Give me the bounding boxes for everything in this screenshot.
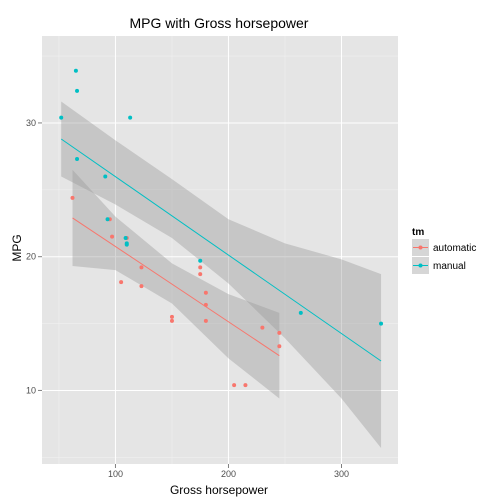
data-point-automatic <box>277 330 282 335</box>
legend-key-point-manual <box>418 263 423 268</box>
y-axis: 10 20 30 <box>26 118 42 395</box>
data-point-automatic <box>139 284 144 289</box>
data-point-manual <box>123 235 128 240</box>
data-point-automatic <box>169 314 174 319</box>
fit-line-manual <box>60 138 382 362</box>
panel-background <box>42 36 398 464</box>
x-axis-label: Gross horsepower <box>170 483 268 497</box>
legend-key-point-automatic <box>418 245 423 250</box>
legend: tm automatic manual <box>412 227 476 274</box>
data-point-automatic <box>232 383 237 388</box>
data-point-automatic <box>70 195 75 200</box>
data-point-automatic <box>198 272 203 277</box>
data-point-manual <box>124 242 129 247</box>
data-point-manual <box>298 310 303 315</box>
data-point-automatic <box>203 290 208 295</box>
x-tick-label: 200 <box>221 469 236 479</box>
data-point-automatic <box>198 265 203 270</box>
data-point-automatic <box>119 280 124 285</box>
data-point-manual <box>73 68 78 73</box>
fit-line-automatic <box>72 217 280 357</box>
x-tick-label: 100 <box>108 469 123 479</box>
data-point-manual <box>59 115 64 120</box>
y-tick-label: 30 <box>26 118 36 128</box>
data-point-manual <box>128 115 133 120</box>
data-point-manual <box>379 321 384 326</box>
data-point-automatic <box>139 265 144 270</box>
x-tick-label: 300 <box>334 469 349 479</box>
data-point-manual <box>75 157 80 162</box>
y-axis-label: MPG <box>10 234 24 261</box>
data-point-manual <box>75 88 80 93</box>
data-point-automatic <box>203 302 208 307</box>
data-point-automatic <box>260 325 265 330</box>
x-axis: 100 200 300 <box>108 464 349 479</box>
data-point-automatic <box>277 344 282 349</box>
chart-title: MPG with Gross horsepower <box>130 15 309 31</box>
confidence-band-manual <box>61 101 382 448</box>
legend-label-manual: manual <box>433 261 466 272</box>
data-point-manual <box>103 174 108 179</box>
legend-label-automatic: automatic <box>433 243 476 254</box>
data-point-automatic <box>169 318 174 323</box>
plot-area <box>42 36 398 464</box>
confidence-band-automatic <box>72 169 280 399</box>
data-point-manual <box>198 258 203 263</box>
data-point-automatic <box>243 383 248 388</box>
y-tick-label: 10 <box>26 385 36 395</box>
data-point-automatic <box>110 234 115 239</box>
y-tick-label: 20 <box>26 252 36 262</box>
data-point-automatic <box>203 318 208 323</box>
legend-title: tm <box>412 227 424 238</box>
data-point-manual <box>105 217 110 222</box>
